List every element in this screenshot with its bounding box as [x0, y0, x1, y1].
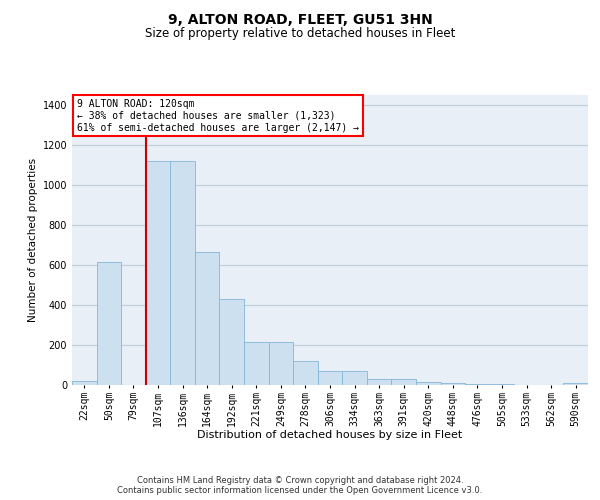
Y-axis label: Number of detached properties: Number of detached properties [28, 158, 38, 322]
Bar [318, 372, 342, 385]
Text: 9 ALTON ROAD: 120sqm
← 38% of detached houses are smaller (1,323)
61% of semi-de: 9 ALTON ROAD: 120sqm ← 38% of detached h… [77, 100, 359, 132]
X-axis label: Distribution of detached houses by size in Fleet: Distribution of detached houses by size … [197, 430, 463, 440]
Bar [367, 380, 391, 385]
Bar [391, 379, 416, 385]
Text: Size of property relative to detached houses in Fleet: Size of property relative to detached ho… [145, 28, 455, 40]
Bar [97, 262, 121, 385]
Bar [563, 384, 588, 385]
Bar [269, 342, 293, 385]
Bar [146, 161, 170, 385]
Bar [293, 361, 318, 385]
Text: 9, ALTON ROAD, FLEET, GU51 3HN: 9, ALTON ROAD, FLEET, GU51 3HN [167, 12, 433, 26]
Bar [416, 382, 440, 385]
Bar [465, 384, 490, 385]
Bar [490, 384, 514, 385]
Text: Contains HM Land Registry data © Crown copyright and database right 2024.
Contai: Contains HM Land Registry data © Crown c… [118, 476, 482, 495]
Bar [440, 382, 465, 385]
Bar [244, 342, 269, 385]
Bar [195, 252, 220, 385]
Bar [72, 382, 97, 385]
Bar [342, 372, 367, 385]
Bar [170, 161, 195, 385]
Bar [220, 299, 244, 385]
